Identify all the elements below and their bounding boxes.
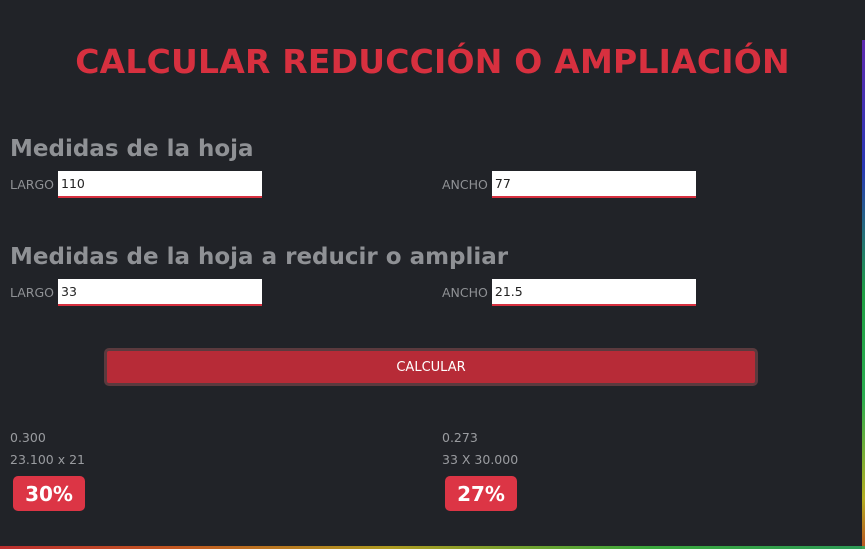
sheet-largo-field: LARGO: [10, 171, 263, 198]
result-left-dimensions: 23.100 x 21: [10, 452, 85, 467]
target-ancho-field: ANCHO: [442, 279, 696, 306]
target-largo-label: LARGO: [10, 285, 55, 300]
result-right-percent-badge: 27%: [445, 476, 517, 511]
sheet-largo-label: LARGO: [10, 177, 55, 192]
target-ancho-label: ANCHO: [442, 285, 488, 300]
target-ancho-input[interactable]: [491, 279, 696, 306]
calculate-button[interactable]: CALCULAR: [104, 348, 758, 386]
result-left-ratio: 0.300: [10, 430, 46, 445]
target-measures-heading: Medidas de la hoja a reducir o ampliar: [10, 244, 509, 270]
decorative-edge-bottom: [0, 546, 865, 549]
sheet-ancho-label: ANCHO: [442, 177, 488, 192]
sheet-ancho-field: ANCHO: [442, 171, 696, 198]
page-title: CALCULAR REDUCCIÓN O AMPLIACIÓN: [75, 42, 790, 81]
decorative-edge-right: [862, 40, 865, 549]
target-largo-input[interactable]: [58, 279, 263, 306]
sheet-measures-heading: Medidas de la hoja: [10, 136, 254, 162]
sheet-ancho-input[interactable]: [491, 171, 696, 198]
result-right-dimensions: 33 X 30.000: [442, 452, 519, 467]
target-largo-field: LARGO: [10, 279, 263, 306]
result-right-ratio: 0.273: [442, 430, 478, 445]
sheet-largo-input[interactable]: [58, 171, 263, 198]
result-left-percent-badge: 30%: [13, 476, 85, 511]
